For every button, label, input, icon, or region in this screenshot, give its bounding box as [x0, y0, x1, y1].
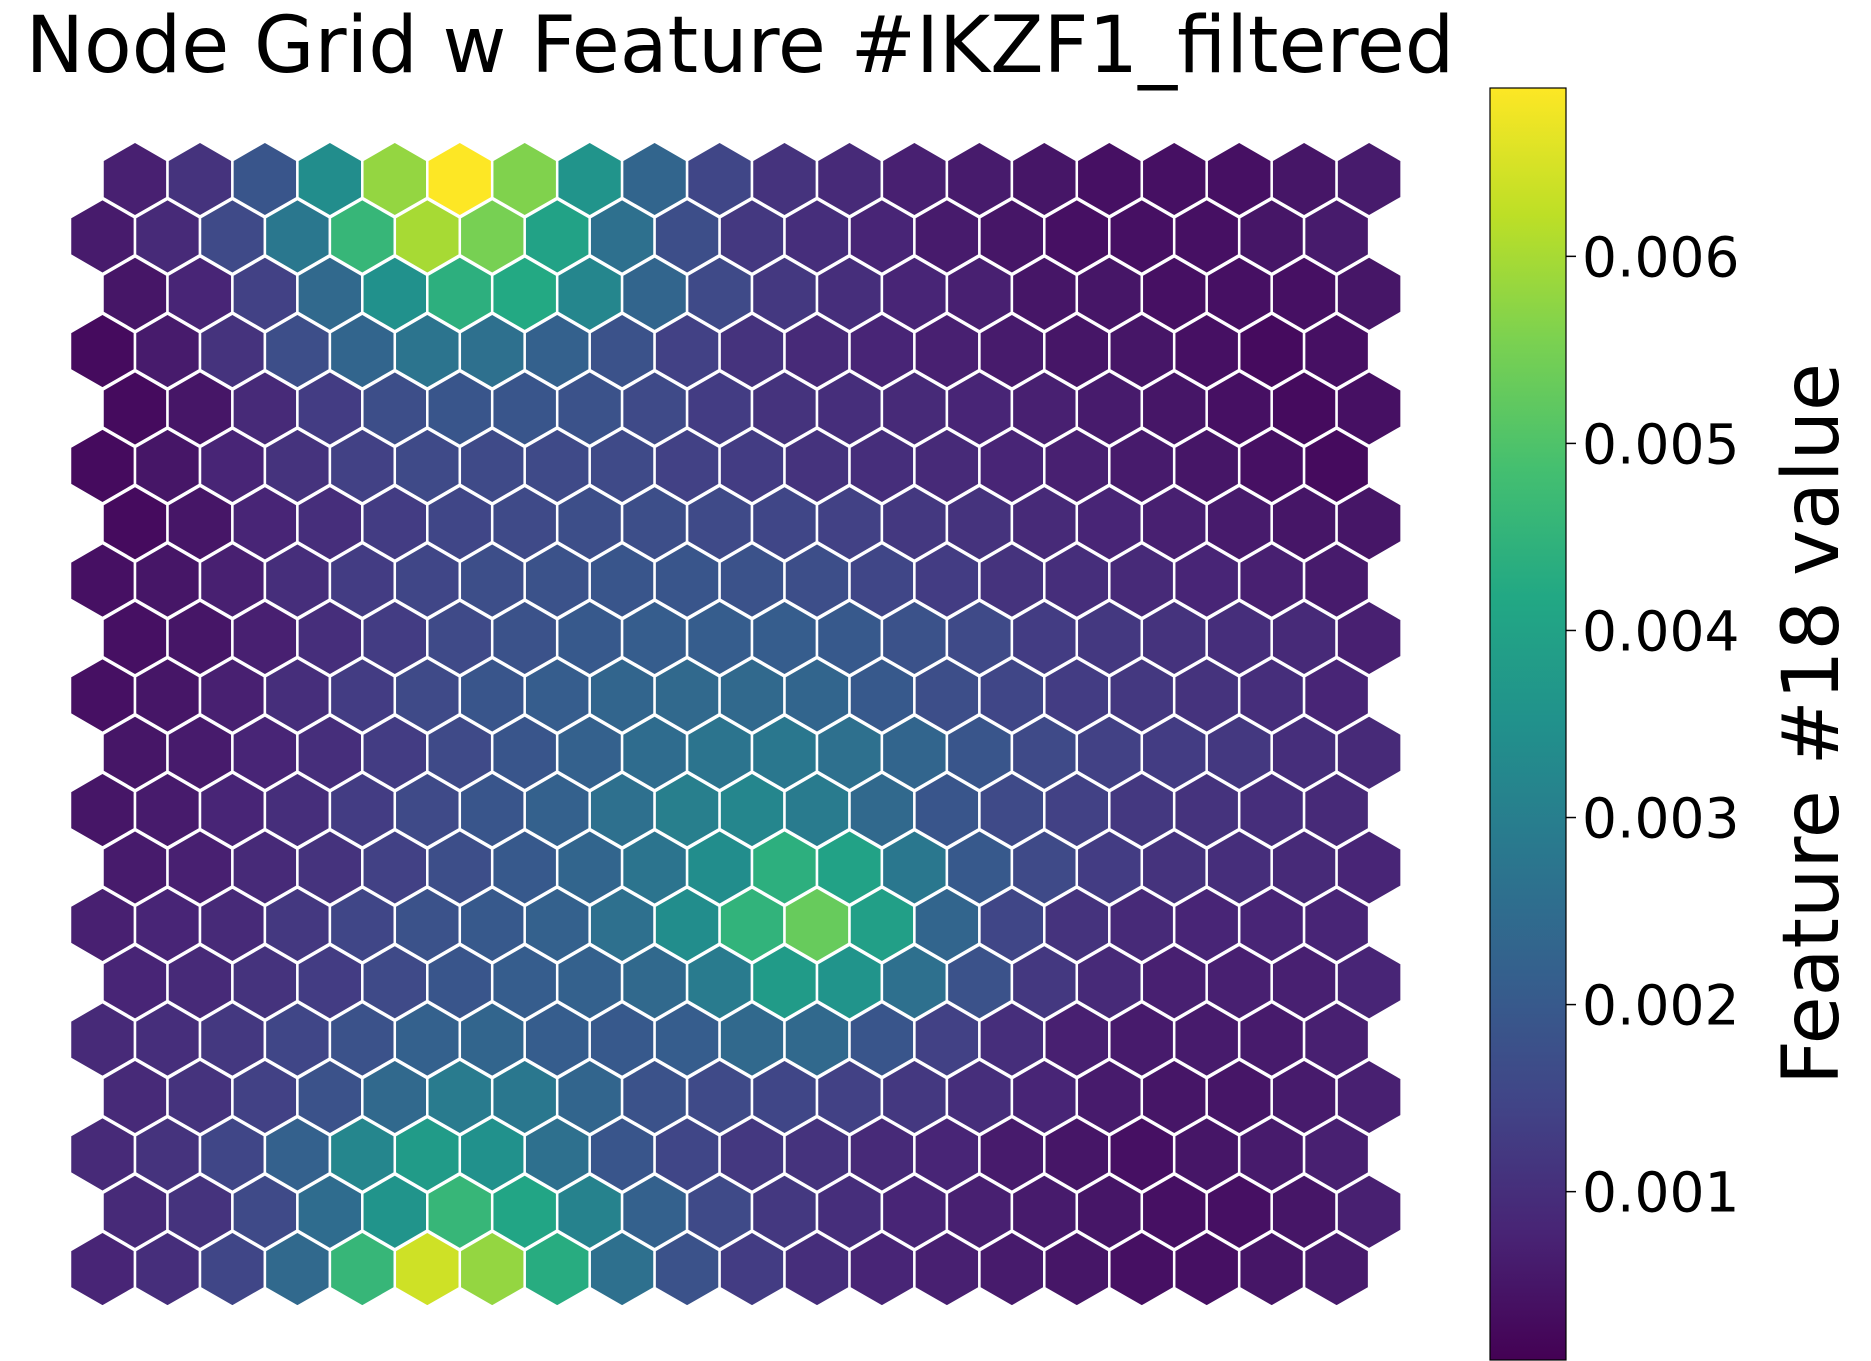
- colorbar: 0.001 0.002 0.003 0.004 0.005 0.006 Feature #…: [1489, 87, 1857, 1361]
- colorbar-label: Feature #18 value: [1767, 363, 1857, 1085]
- colorbar-tick-label-5: 0.006: [1582, 225, 1739, 289]
- colorbar-tick-label-1: 0.002: [1582, 974, 1739, 1038]
- colorbar-gradient: [1489, 87, 1567, 1361]
- colorbar-tick-label-4: 0.005: [1582, 412, 1739, 476]
- colorbar-ticks: 0.001 0.002 0.003 0.004 0.005 0.006: [1566, 225, 1739, 1225]
- colorbar-tick-label-3: 0.004: [1582, 599, 1739, 663]
- colorbar-tick-label-2: 0.003: [1582, 787, 1739, 851]
- hex-grid: [68, 140, 1403, 1309]
- chart-title: Node Grid w Feature #IKZF1_filtered: [26, 1, 1455, 91]
- colorbar-tick-label-0: 0.001: [1582, 1161, 1739, 1225]
- hex-cell-r19-c19: [1302, 1230, 1371, 1309]
